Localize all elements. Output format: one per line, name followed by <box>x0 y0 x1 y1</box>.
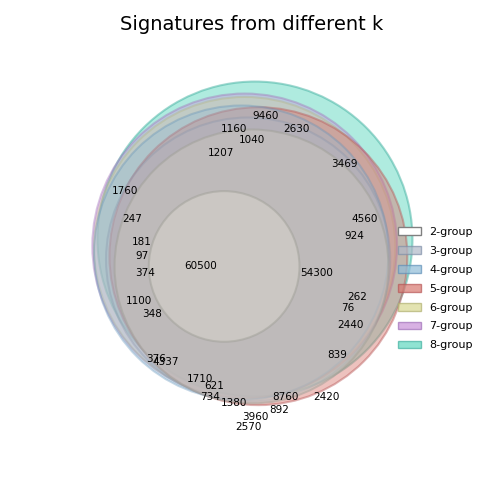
Text: 1760: 1760 <box>112 186 138 196</box>
Text: 839: 839 <box>327 350 347 360</box>
Text: 60500: 60500 <box>184 262 217 272</box>
Text: 1100: 1100 <box>125 296 152 306</box>
Circle shape <box>94 105 389 400</box>
Circle shape <box>97 82 412 397</box>
Text: 348: 348 <box>142 309 162 320</box>
Text: 892: 892 <box>269 405 289 415</box>
Legend: 2-group, 3-group, 4-group, 5-group, 6-group, 7-group, 8-group: 2-group, 3-group, 4-group, 5-group, 6-gr… <box>394 223 477 355</box>
Text: 3960: 3960 <box>242 412 268 422</box>
Text: 181: 181 <box>132 237 152 247</box>
Text: 1040: 1040 <box>238 135 265 145</box>
Text: 2420: 2420 <box>313 392 340 402</box>
Text: 376: 376 <box>146 354 166 364</box>
Text: 247: 247 <box>122 214 142 223</box>
Text: 1380: 1380 <box>221 398 247 408</box>
Circle shape <box>106 117 390 402</box>
Text: 3469: 3469 <box>331 159 357 169</box>
Text: 374: 374 <box>136 268 155 278</box>
Text: 76: 76 <box>341 302 354 312</box>
Circle shape <box>94 97 395 398</box>
Circle shape <box>109 107 407 405</box>
Text: 1710: 1710 <box>187 374 213 385</box>
Text: 2440: 2440 <box>338 320 364 330</box>
Circle shape <box>114 130 389 403</box>
Text: 97: 97 <box>136 251 149 261</box>
Text: 262: 262 <box>348 292 367 302</box>
Text: 2630: 2630 <box>283 124 309 135</box>
Circle shape <box>92 94 397 398</box>
Text: 54300: 54300 <box>300 268 333 278</box>
Text: 9460: 9460 <box>252 111 278 121</box>
Text: 1160: 1160 <box>221 124 247 135</box>
Text: 2570: 2570 <box>235 422 261 432</box>
Title: Signatures from different k: Signatures from different k <box>120 15 383 34</box>
Text: 4560: 4560 <box>351 214 377 223</box>
Text: 734: 734 <box>201 392 220 402</box>
Text: 924: 924 <box>344 231 364 240</box>
Circle shape <box>149 191 299 342</box>
Text: 621: 621 <box>204 382 224 391</box>
Text: 8760: 8760 <box>273 392 299 402</box>
Text: 4337: 4337 <box>153 357 179 367</box>
Text: 1207: 1207 <box>208 149 234 158</box>
